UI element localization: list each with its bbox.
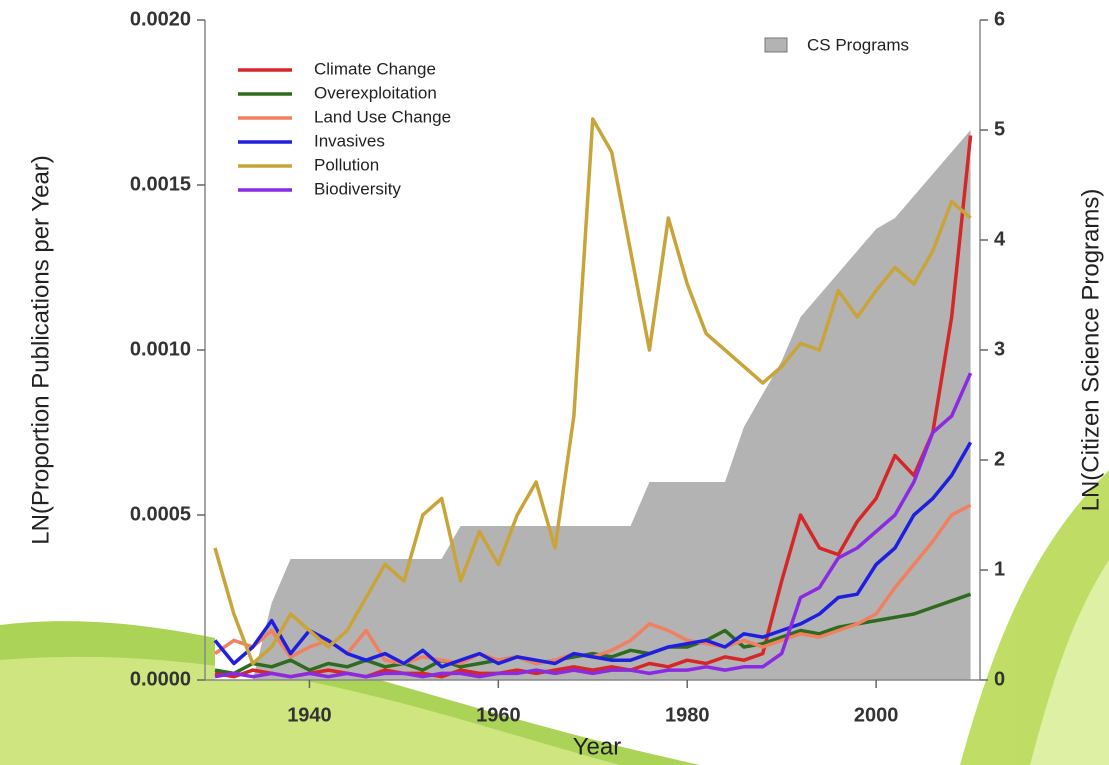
y2-tick-label: 6 [994,8,1005,30]
line [214,135,973,679]
legend-label: CS Programs [807,35,909,54]
y-axis-title: LN(Proportion Publications per Year) [27,155,54,545]
y2-tick-label: 5 [994,118,1005,140]
legend-label: Invasives [314,131,385,150]
legend-label: Biodiversity [314,179,401,198]
legend-label: Land Use Change [314,107,451,126]
line [214,372,973,679]
y-tick-label: 0.0005 [130,503,191,525]
y2-tick-label: 2 [994,448,1005,470]
y2-axis-title: LN(Citizen Science Programs) [1077,189,1104,512]
line [214,592,972,676]
y2-tick-label: 1 [994,558,1005,580]
y2-tick-label: 4 [994,228,1006,250]
x-tick-label: 1940 [287,704,332,726]
legend-label: Pollution [314,155,379,174]
line [213,117,972,666]
y-tick-label: 0.0015 [130,173,191,195]
y-tick-label: 0.0020 [130,8,191,30]
y-tick-label: 0.0010 [130,338,191,360]
x-tick-label: 1960 [476,704,521,726]
x-tick-label: 2000 [854,704,899,726]
area [215,130,971,680]
legend-swatch [764,37,788,53]
line [213,441,973,669]
y-tick-label: 0.0000 [130,668,191,690]
legend-label: Overexploitation [314,83,437,102]
legend-label: Climate Change [314,59,436,78]
x-tick-label: 1980 [665,704,710,726]
y2-tick-label: 0 [994,668,1005,690]
y2-tick-label: 3 [994,338,1005,360]
background-swoosh [0,470,1109,765]
x-axis-title: Year [573,733,622,760]
